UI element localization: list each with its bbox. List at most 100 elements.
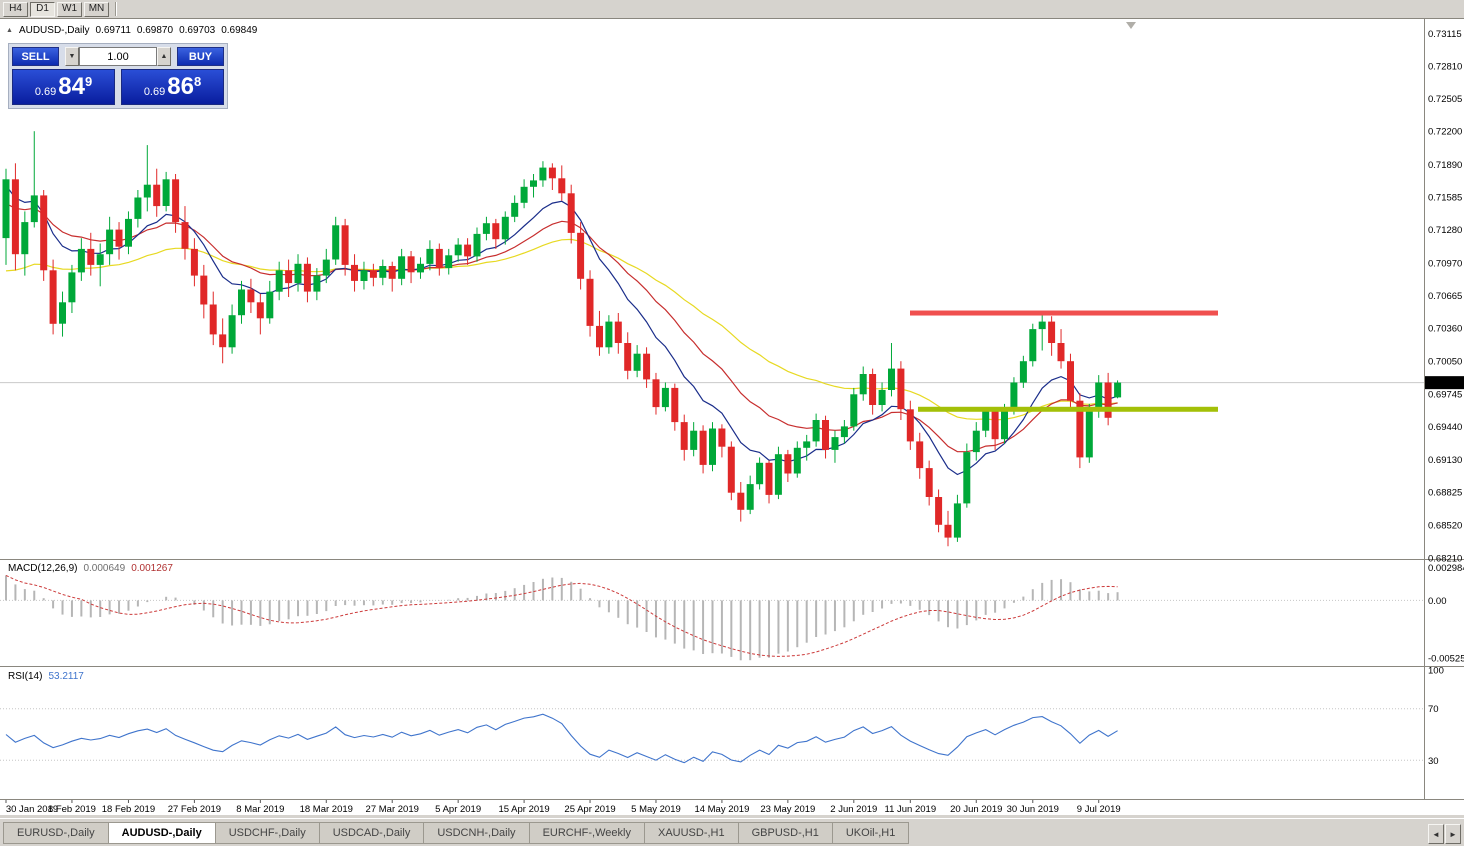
date-tick-label: 2 Jun 2019 [830, 804, 877, 815]
date-tick-label: 23 May 2019 [760, 804, 815, 815]
date-tick-label: 27 Feb 2019 [168, 804, 221, 815]
tab-scroll-left-button[interactable]: ◄ [1428, 824, 1444, 844]
date-tick-label: 27 Mar 2019 [366, 804, 419, 815]
macd-histogram [5, 575, 1119, 661]
sell-price-big: 84 [58, 73, 85, 100]
date-tick-label: 20 Jun 2019 [950, 804, 1002, 815]
sell-price-prefix: 0.69 [34, 85, 57, 98]
date-tick-label: 8 Feb 2019 [48, 804, 96, 815]
chart-tab-gbpusd-h1[interactable]: GBPUSD-,H1 [738, 822, 833, 844]
rsi-tick-label: 100 [1428, 666, 1444, 677]
one-click-trading-panel: SELL ▼ ▲ BUY 0.69 84 9 0.69 86 8 [8, 43, 228, 109]
price-tick-label: 0.69130 [1428, 455, 1462, 466]
chart-tab-eurusd-daily[interactable]: EURUSD-,Daily [3, 822, 109, 844]
rsi-indicator-label: RSI(14) 53.2117 [8, 671, 84, 682]
chart-marker-icon: ▲ [6, 27, 13, 34]
ohlc-low: 0.69703 [179, 25, 216, 36]
price-tick-label: 0.68520 [1428, 520, 1462, 531]
price-tick-label: 0.70665 [1428, 291, 1462, 302]
chart-tab-xauusd-h1[interactable]: XAUUSD-,H1 [644, 822, 739, 844]
date-tick-label: 5 Apr 2019 [435, 804, 481, 815]
chart-background [0, 19, 1464, 815]
chart-tab-bar: EURUSD-,Daily AUDUSD-,Daily USDCHF-,Daily U… [0, 818, 1464, 846]
candlestick-series[interactable] [2, 131, 1122, 547]
timeframe-button-mn[interactable]: MN [84, 1, 109, 17]
price-tick-label: 0.72200 [1428, 127, 1462, 138]
chart-title: AUDUSD-,Daily [18, 25, 90, 36]
sell-price-sup: 9 [84, 74, 93, 89]
buy-price-button[interactable]: 0.69 86 8 [121, 69, 224, 105]
price-tick-label: 0.72810 [1428, 61, 1462, 72]
macd-signal-value: 0.001267 [131, 563, 173, 574]
chart-tab-usdchf-daily[interactable]: USDCHF-,Daily [215, 822, 320, 844]
chart-tab-eurchf-weekly[interactable]: EURCHF-,Weekly [529, 822, 645, 844]
date-tick-label: 30 Jun 2019 [1007, 804, 1059, 815]
date-tick-label: 11 Jun 2019 [885, 804, 937, 815]
price-tick-label: 0.70050 [1428, 357, 1462, 368]
date-tick-label: 14 May 2019 [694, 804, 749, 815]
date-tick-label: 5 May 2019 [631, 804, 681, 815]
price-tick-label: 0.70970 [1428, 258, 1462, 269]
chart-tab-usdcad-daily[interactable]: USDCAD-,Daily [319, 822, 425, 844]
price-tick-label: 0.68210 [1428, 553, 1462, 564]
sell-button[interactable]: SELL [12, 47, 59, 66]
rsi-name: RSI(14) [8, 671, 43, 682]
buy-price-prefix: 0.69 [143, 85, 166, 98]
price-tick-label: 0.71890 [1428, 160, 1462, 171]
current-price-tag [1425, 376, 1464, 390]
rsi-tick-label: 30 [1428, 756, 1439, 767]
price-tick-label: 0.73115 [1428, 29, 1462, 40]
date-tick-label: 30 Jan 2019 [6, 804, 58, 815]
price-tick-label: 0.68825 [1428, 488, 1462, 499]
current-price-tag-label: 0.69849 [1428, 378, 1462, 389]
price-tick-label: 0.69745 [1428, 389, 1462, 400]
rsi-line [5, 713, 1118, 764]
price-tick-label: 0.72505 [1428, 94, 1462, 105]
ohlc-open: 0.69711 [95, 25, 131, 36]
sell-price-button[interactable]: 0.69 84 9 [12, 69, 115, 105]
buy-button[interactable]: BUY [177, 47, 224, 66]
chart-symbol-header: ▲ AUDUSD-,Daily 0.69711 0.69870 0.69703 … [6, 25, 257, 36]
chart-tab-ukoil-h1[interactable]: UKOil-,H1 [832, 822, 910, 844]
main-chart-pane[interactable] [0, 22, 1424, 547]
toolbar-separator [115, 2, 117, 16]
autoscroll-marker-icon [1126, 22, 1136, 29]
volume-decrease-button[interactable]: ▼ [65, 47, 79, 66]
price-tick-label: 0.70360 [1428, 324, 1462, 335]
price-tick-label: 0.69440 [1428, 422, 1462, 433]
ohlc-high: 0.69870 [136, 25, 174, 36]
macd-signal-line [5, 574, 1118, 657]
rsi-pane[interactable] [0, 708, 1424, 764]
chart-tab-strip: EURUSD-,Daily AUDUSD-,Daily USDCHF-,Daily U… [3, 822, 910, 844]
price-tick-label: 0.71585 [1428, 192, 1462, 203]
chart-tab-audusd-daily[interactable]: AUDUSD-,Daily [108, 822, 216, 844]
resistance-line[interactable] [910, 310, 1218, 316]
timeframe-button-w1[interactable]: W1 [57, 1, 82, 17]
support-line[interactable] [918, 406, 1218, 412]
macd-tick-label: 0.00 [1428, 596, 1447, 607]
volume-control: ▼ ▲ [65, 47, 171, 66]
macd-tick-label: -0.005256 [1428, 653, 1464, 664]
date-tick-label: 25 Apr 2019 [564, 804, 615, 815]
price-tick-label: 0.71280 [1428, 225, 1462, 236]
macd-tick-label: 0.002984 [1428, 563, 1464, 574]
volume-input[interactable] [79, 47, 157, 66]
buy-price-big: 86 [167, 73, 194, 100]
tab-scroll-controls: ◄ ► [1428, 824, 1461, 844]
buy-price-sup: 8 [193, 74, 202, 89]
chart-tab-usdcnh-daily[interactable]: USDCNH-,Daily [424, 822, 530, 844]
timeframe-button-d1[interactable]: D1 [30, 1, 55, 17]
macd-pane[interactable] [0, 574, 1424, 661]
macd-indicator-label: MACD(12,26,9) 0.000649 0.001267 [8, 563, 173, 574]
date-tick-label: 18 Feb 2019 [102, 804, 155, 815]
date-tick-label: 8 Mar 2019 [236, 804, 284, 815]
timeframe-toolbar: H4 D1 W1 MN [0, 0, 1464, 19]
rsi-tick-label: 70 [1428, 704, 1439, 715]
timeframe-button-h4[interactable]: H4 [3, 1, 28, 17]
volume-increase-button[interactable]: ▲ [157, 47, 171, 66]
date-tick-label: 18 Mar 2019 [300, 804, 353, 815]
date-tick-label: 15 Apr 2019 [498, 804, 549, 815]
tab-scroll-right-button[interactable]: ► [1445, 824, 1461, 844]
